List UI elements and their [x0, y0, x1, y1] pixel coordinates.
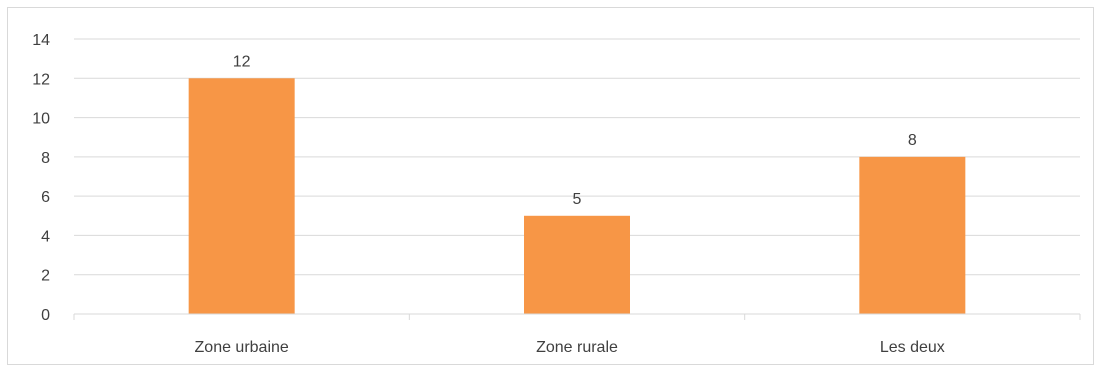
y-tick-label: 14 — [32, 32, 50, 49]
x-category-label: Zone urbaine — [195, 339, 289, 356]
bar-data-label: 8 — [908, 132, 917, 149]
bar — [524, 215, 630, 314]
data-labels: 12 5 8 — [233, 53, 917, 208]
x-category-label: Zone rurale — [536, 339, 618, 356]
bar-data-label: 12 — [233, 53, 251, 70]
y-tick-label: 12 — [32, 71, 50, 88]
y-axis-ticks: 0 2 4 6 8 10 12 14 — [32, 32, 50, 324]
y-tick-label: 4 — [41, 228, 50, 245]
y-tick-label: 0 — [41, 307, 50, 324]
bar — [859, 156, 966, 314]
y-tick-label: 8 — [41, 150, 50, 167]
y-tick-label: 10 — [32, 111, 50, 128]
bar — [188, 78, 295, 315]
y-tick-label: 2 — [41, 268, 50, 285]
bar-data-label: 5 — [573, 191, 582, 208]
x-axis — [73, 313, 1081, 320]
x-axis-labels: Zone urbaine Zone rurale Les deux — [195, 339, 945, 356]
y-tick-label: 6 — [41, 189, 50, 206]
bars — [188, 78, 966, 315]
x-category-label: Les deux — [880, 339, 945, 356]
